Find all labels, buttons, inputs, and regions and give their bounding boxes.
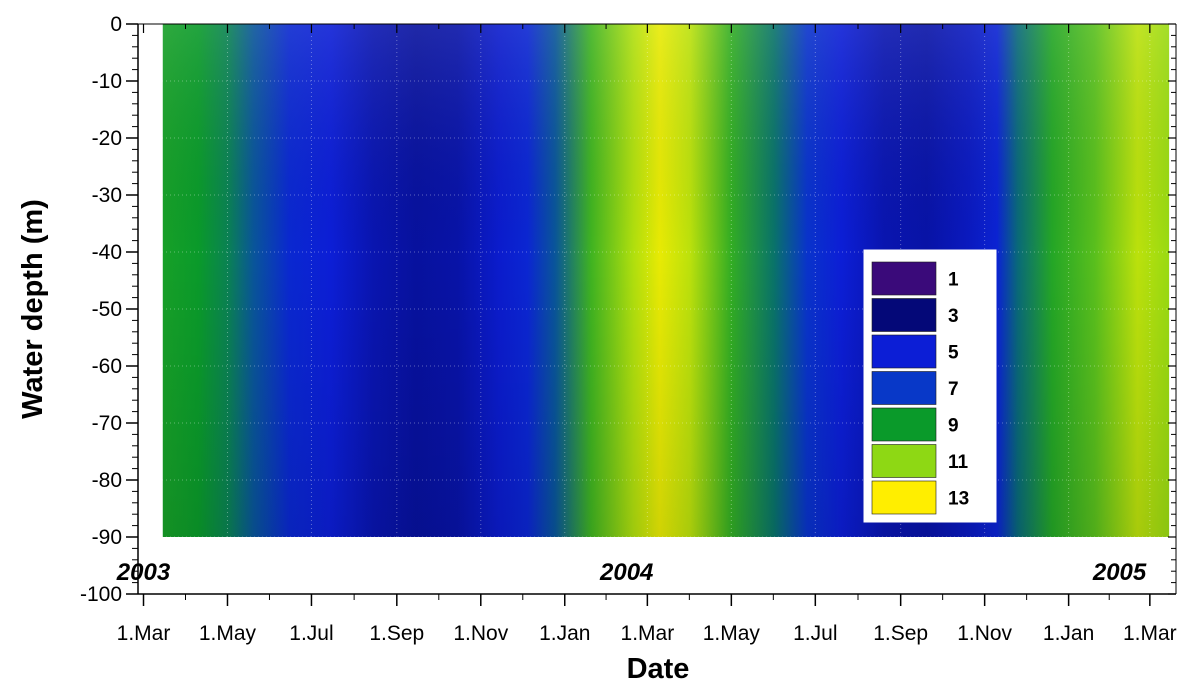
y-ticks: 0 -10 -20 -30 -40 -50 -60 -70 -80 -90 -100 (80, 13, 1176, 606)
x-tick-label: 1.Mar (621, 622, 675, 645)
legend-swatch (871, 480, 937, 515)
x-tick-label: 1.May (199, 622, 257, 645)
x-ticks: 1.Mar 1.May 1.Jul 1.Sep 1.Nov 1.Jan 1.Mar 1.May… (117, 24, 1177, 645)
legend-swatch (871, 298, 937, 332)
y-tick-label: -90 (92, 526, 122, 549)
x-tick-label: 1.Sep (873, 622, 928, 645)
legend-label: 3 (948, 306, 959, 327)
y-tick-label: 0 (110, 13, 122, 36)
y-tick-label: -70 (92, 412, 122, 435)
legend-swatch (871, 261, 937, 296)
legend-swatch (871, 407, 937, 442)
y-tick-label: -50 (92, 298, 122, 321)
legend-label: 9 (948, 416, 959, 437)
x-tick-label: 1.Mar (117, 622, 171, 645)
year-label: 2005 (1092, 559, 1147, 586)
year-label: 2003 (116, 559, 171, 586)
y-tick-label: -100 (80, 583, 122, 606)
legend-label: 7 (948, 379, 959, 400)
x-tick-label: 1.Jan (539, 622, 590, 645)
x-tick-label: 1.Jul (289, 622, 333, 645)
x-tick-label: 1.Jan (1043, 622, 1094, 645)
x-tick-label: 1.Nov (957, 622, 1012, 645)
legend-swatch (871, 334, 937, 369)
legend-label: 11 (948, 452, 969, 473)
year-labels: 2003 2004 2005 (116, 559, 1147, 586)
legend-label: 1 (948, 270, 959, 291)
x-tick-label: 1.Nov (453, 622, 508, 645)
heatmap-depth-shading (162, 24, 1170, 537)
y-tick-label: -30 (92, 184, 122, 207)
gridlines (138, 23, 1176, 595)
x-tick-label: 1.Sep (369, 622, 424, 645)
y-tick-label: -20 (92, 127, 122, 150)
year-label: 2004 (599, 559, 653, 586)
y-axis-title: Water depth (m) (17, 199, 49, 419)
y-tick-label: -40 (92, 241, 122, 264)
x-axis-title: Date (627, 653, 690, 684)
y-tick-label: -10 (92, 70, 122, 93)
legend-label: 5 (948, 343, 959, 364)
x-tick-label: 1.Jul (793, 622, 837, 645)
y-tick-label: -80 (92, 469, 122, 492)
x-tick-label: 1.May (703, 622, 761, 645)
legend-swatch (871, 371, 937, 405)
plot-area (162, 24, 1170, 537)
y-tick-label: -60 (92, 355, 122, 378)
legend-swatch (871, 444, 937, 478)
x-tick-label: 1.Mar (1123, 622, 1177, 645)
legend-label: 13 (948, 489, 969, 510)
